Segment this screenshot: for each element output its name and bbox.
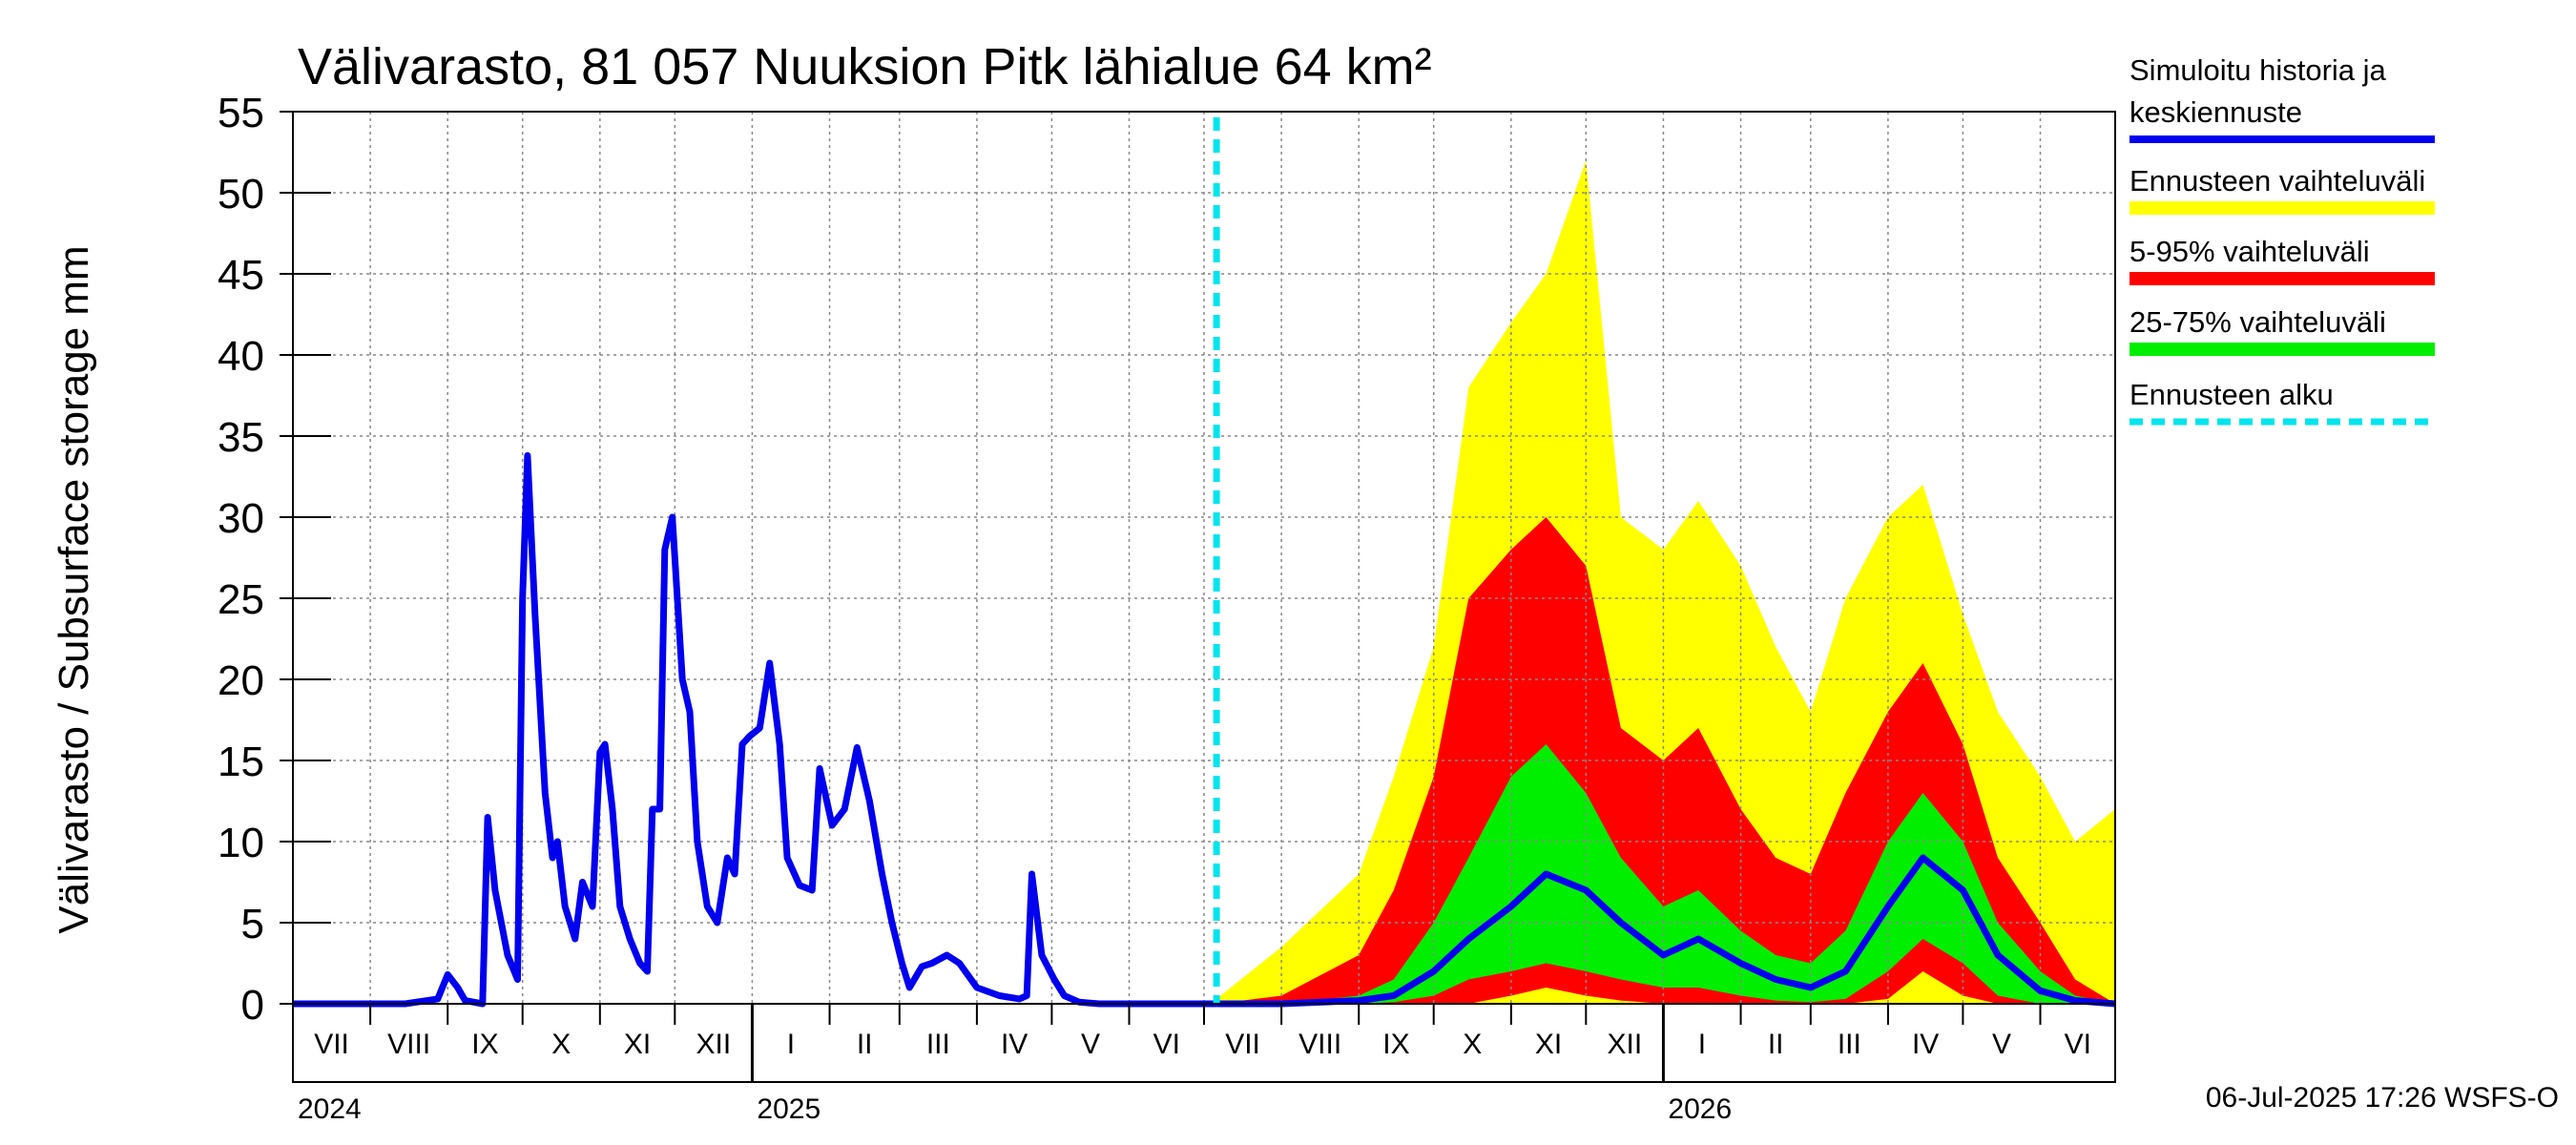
month-label: XII	[1608, 1029, 1643, 1060]
y-tick-label: 5	[241, 901, 264, 947]
month-label: XI	[1535, 1029, 1562, 1060]
y-tick-label: 30	[218, 495, 264, 542]
month-label: X	[1463, 1029, 1482, 1060]
month-label: I	[1698, 1029, 1706, 1060]
y-tick-label: 10	[218, 820, 264, 866]
month-label: X	[551, 1029, 571, 1060]
y-tick-label: 45	[218, 252, 264, 299]
series-lines	[293, 117, 2116, 1008]
month-label: III	[926, 1029, 950, 1060]
legend-label-history-line2: keskiennuste	[2129, 95, 2302, 129]
legend-label-2: 5-95% vaihteluväli	[2129, 235, 2370, 268]
legend-label-1: Ennusteen vaihteluväli	[2129, 164, 2425, 198]
month-label: IX	[1382, 1029, 1409, 1060]
forecast-bands	[1216, 160, 2115, 1004]
month-label: IV	[1912, 1029, 1939, 1060]
forecast-median-line	[1216, 854, 2116, 1008]
month-label: IV	[1001, 1029, 1028, 1060]
month-label: V	[1992, 1029, 2011, 1060]
footer-timestamp: 06-Jul-2025 17:26 WSFS-O	[2206, 1082, 2559, 1114]
history-line	[293, 451, 1217, 1008]
month-label: XII	[696, 1029, 732, 1060]
month-label: II	[857, 1029, 873, 1060]
month-label: VII	[1225, 1029, 1260, 1060]
y-axis-label: Välivarasto / Subsurface storage mm	[51, 245, 97, 933]
month-label: XI	[624, 1029, 651, 1060]
month-label: VII	[314, 1029, 349, 1060]
axes	[280, 111, 2116, 1083]
grid	[293, 112, 2115, 1004]
month-label: III	[1838, 1029, 1861, 1060]
y-tick-label: 0	[241, 982, 264, 1029]
y-tick-label: 15	[218, 739, 264, 785]
month-label: VIII	[1298, 1029, 1341, 1060]
month-label: VI	[2065, 1029, 2091, 1060]
month-label: I	[787, 1029, 795, 1060]
y-tick-label: 50	[218, 171, 264, 218]
month-label: IX	[471, 1029, 498, 1060]
month-label: VIII	[387, 1029, 430, 1060]
year-label: 2024	[298, 1093, 362, 1125]
legend-label-4: Ennusteen alku	[2129, 378, 2334, 411]
year-label: 2025	[757, 1093, 821, 1125]
y-tick-label: 25	[218, 576, 264, 623]
year-label: 2026	[1668, 1093, 1732, 1125]
y-tick-label: 35	[218, 414, 264, 461]
legend: Simuloitu historia ja keskiennuste Ennuste…	[2129, 53, 2435, 426]
y-tick-label: 40	[218, 333, 264, 380]
month-label: VI	[1153, 1029, 1180, 1060]
legend-label-history-line1: Simuloitu historia ja	[2129, 53, 2387, 87]
y-tick-label: 20	[218, 657, 264, 704]
chart-title: Välivarasto, 81 057 Nuuksion Pitk lähial…	[298, 38, 1432, 95]
month-label: V	[1081, 1029, 1100, 1060]
y-tick-label: 55	[218, 90, 264, 136]
legend-label-3: 25-75% vaihteluväli	[2129, 305, 2386, 339]
month-label: II	[1768, 1029, 1784, 1060]
band-25-75	[1216, 744, 2115, 1004]
